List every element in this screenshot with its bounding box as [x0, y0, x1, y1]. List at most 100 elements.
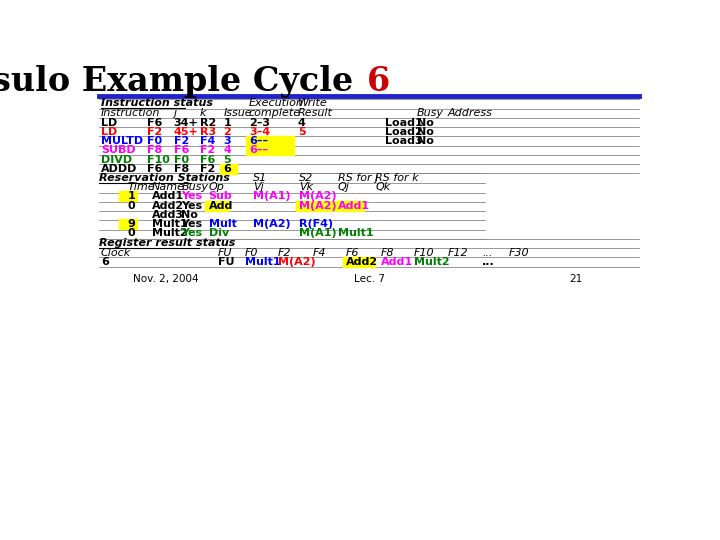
Text: 3–4: 3–4: [249, 127, 270, 137]
Text: j: j: [174, 109, 177, 118]
Text: 6: 6: [101, 257, 109, 267]
Text: SUBD: SUBD: [101, 145, 135, 156]
Text: DIVD: DIVD: [101, 154, 132, 165]
Text: F12: F12: [448, 248, 469, 258]
Text: Load2: Load2: [384, 127, 422, 137]
Text: Busy: Busy: [417, 109, 444, 118]
Text: Mult1: Mult1: [245, 257, 281, 267]
Text: M(A1): M(A1): [253, 192, 290, 201]
Text: Mult1: Mult1: [338, 228, 374, 239]
Text: No: No: [417, 118, 434, 127]
Bar: [205, 201, 229, 211]
Text: Mult2: Mult2: [152, 228, 188, 239]
Text: Register result status: Register result status: [99, 239, 235, 248]
Text: Sub: Sub: [209, 192, 233, 201]
Text: F10: F10: [414, 248, 435, 258]
Bar: [246, 136, 294, 146]
Text: 4: 4: [223, 145, 231, 156]
Text: Load1: Load1: [384, 118, 422, 127]
Text: Address: Address: [448, 109, 493, 118]
Text: Clock: Clock: [101, 248, 131, 258]
Text: ADDD: ADDD: [101, 164, 138, 174]
Bar: [335, 201, 364, 211]
Text: Nov. 2, 2004: Nov. 2, 2004: [132, 274, 198, 284]
Text: F6: F6: [346, 248, 359, 258]
Text: Div: Div: [209, 228, 229, 239]
Text: Yes: Yes: [181, 219, 202, 229]
Text: Mult1: Mult1: [152, 219, 188, 229]
Text: Vk: Vk: [300, 182, 313, 192]
Text: M(A2): M(A2): [300, 201, 337, 211]
Text: Reservation Stations: Reservation Stations: [99, 173, 230, 183]
Text: Yes: Yes: [181, 192, 202, 201]
Text: F2: F2: [174, 136, 189, 146]
Text: 5: 5: [297, 127, 305, 137]
Text: Load3: Load3: [384, 136, 422, 146]
Text: 6––: 6––: [249, 136, 268, 146]
Text: F2: F2: [148, 127, 163, 137]
Text: LD: LD: [101, 127, 117, 137]
Text: 2: 2: [223, 127, 231, 137]
Text: 6––: 6––: [249, 145, 268, 156]
Text: F6: F6: [200, 154, 215, 165]
Text: F0: F0: [245, 248, 258, 258]
Text: M(A1): M(A1): [300, 228, 337, 239]
Text: F30: F30: [508, 248, 529, 258]
Bar: [120, 192, 137, 201]
Text: Execution: Execution: [249, 98, 304, 109]
Text: M(A2): M(A2): [253, 219, 290, 229]
Bar: [246, 145, 294, 156]
Text: LD: LD: [101, 118, 117, 127]
Text: Instruction: Instruction: [101, 109, 161, 118]
Text: Add2: Add2: [152, 201, 184, 211]
Text: R3: R3: [200, 127, 216, 137]
Text: Add3: Add3: [152, 210, 184, 220]
Text: Qk: Qk: [375, 182, 390, 192]
Text: 5: 5: [223, 154, 231, 165]
Text: Add1: Add1: [152, 192, 184, 201]
Text: Yes: Yes: [181, 228, 202, 239]
Text: Op: Op: [209, 182, 225, 192]
Text: 4: 4: [297, 118, 305, 127]
Text: 2–3: 2–3: [249, 118, 270, 127]
Text: Add1: Add1: [338, 201, 370, 211]
Text: R2: R2: [200, 118, 216, 127]
Text: Add2: Add2: [346, 257, 378, 267]
Text: M(A2): M(A2): [300, 192, 337, 201]
Text: 0: 0: [127, 228, 135, 239]
Text: Write: Write: [297, 98, 328, 109]
Text: No: No: [417, 136, 434, 146]
Text: F2: F2: [277, 248, 291, 258]
Text: Yes: Yes: [181, 201, 202, 211]
Text: Qj: Qj: [338, 182, 350, 192]
Text: FU: FU: [218, 248, 233, 258]
Text: F8: F8: [381, 248, 394, 258]
Text: Tomasulo Example Cycle: Tomasulo Example Cycle: [0, 65, 365, 98]
Text: R(F4): R(F4): [300, 219, 333, 229]
Text: 34+: 34+: [174, 118, 199, 127]
Text: 1: 1: [127, 192, 135, 201]
Text: ...: ...: [482, 257, 495, 267]
Text: 9: 9: [127, 219, 135, 229]
Text: Lec. 7: Lec. 7: [354, 274, 384, 284]
Text: No: No: [417, 127, 434, 137]
Text: F8: F8: [148, 145, 163, 156]
Text: F2: F2: [200, 145, 215, 156]
Text: FU: FU: [218, 257, 235, 267]
Text: F0: F0: [148, 136, 163, 146]
Text: RS for j: RS for j: [338, 173, 378, 183]
Text: Busy: Busy: [181, 182, 209, 192]
Text: 45+: 45+: [174, 127, 199, 137]
Text: Time: Time: [127, 182, 155, 192]
Bar: [120, 219, 137, 229]
Text: Result: Result: [297, 109, 333, 118]
Bar: [220, 164, 238, 174]
Text: F10: F10: [148, 154, 170, 165]
Text: 1: 1: [223, 118, 231, 127]
Bar: [343, 257, 375, 267]
Text: k: k: [200, 109, 207, 118]
Text: Add: Add: [209, 201, 233, 211]
Text: S2: S2: [300, 173, 313, 183]
Text: 0: 0: [127, 201, 135, 211]
Text: M(A2): M(A2): [277, 257, 315, 267]
